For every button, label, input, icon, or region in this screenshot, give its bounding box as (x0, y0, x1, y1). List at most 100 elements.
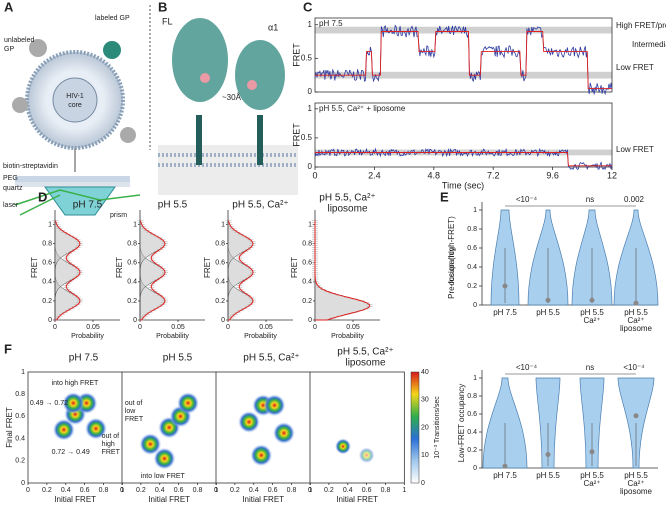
fit-envelope (228, 220, 254, 321)
x-tick-label: liposome (620, 324, 653, 333)
label: Intermediate FRET (632, 40, 666, 49)
y-tick-label: 0.6 (15, 413, 25, 420)
label: laser (3, 202, 19, 209)
heatmap-frame (27, 371, 123, 484)
density-blob (272, 422, 295, 445)
y-tick-label: 1 (473, 207, 477, 214)
panel-letter: B (158, 0, 167, 14)
plot-frame (314, 102, 613, 168)
density-blob (238, 410, 261, 433)
y-tick-label: 0.2 (127, 298, 137, 305)
label: labeled GP (95, 15, 130, 22)
y-tick-label: 0 (308, 87, 313, 96)
axis-title: FRET (30, 257, 39, 278)
y-tick-label: 1 (308, 221, 312, 228)
plot-title: pH 5.5, Ca²⁺ (337, 347, 393, 358)
axis-title: FRET (115, 257, 124, 278)
label: prism (110, 212, 127, 219)
x-tick-label: 0.2 (136, 487, 146, 494)
label: PEG (3, 175, 18, 182)
y-tick-label: 1 (308, 104, 313, 113)
y-tick-label: 0.5 (301, 133, 313, 142)
y-tick-label: 0.4 (215, 279, 225, 286)
label: FL (162, 16, 173, 26)
label: FRET (102, 449, 121, 456)
axis-title: FRET (203, 257, 212, 278)
x-tick-label: 1 (308, 487, 312, 494)
label: 0.72 → 0.49 (52, 449, 90, 456)
y-tick-label: 0.6 (302, 260, 312, 267)
label: biotin-streptavidin (3, 163, 58, 170)
x-tick-label: 1 (402, 487, 406, 494)
x-tick-label: 0 (120, 487, 124, 494)
density-blob (335, 438, 352, 455)
y-tick-label: 0.2 (42, 298, 52, 305)
density-blob (52, 418, 75, 441)
x-tick-label: 9.6 (546, 170, 559, 180)
x-tick-label: 0 (226, 324, 230, 331)
plot-title: pH 5.5, Ca²⁺ (319, 193, 375, 204)
y-tick-label: 1 (48, 221, 52, 228)
y-tick-label: 0.8 (127, 240, 137, 247)
y-tick-label: 0.4 (127, 279, 137, 286)
x-tick-label: 4.8 (428, 170, 441, 180)
x-tick-label: 0 (26, 487, 30, 494)
x-tick-label: 0.05 (86, 324, 100, 331)
fret-trace (314, 24, 613, 96)
label: out of (102, 433, 120, 440)
colorbar-tick-label: 10 (421, 452, 429, 459)
axis-title: Probability (331, 333, 364, 340)
x-tick-label: pH 7.5 (493, 308, 517, 317)
density-blob (62, 392, 85, 415)
y-tick-label: 0.8 (302, 240, 312, 247)
gaussian (314, 219, 370, 321)
axis-title: Initial FRET (148, 495, 190, 504)
axis-title: Time (sec) (442, 180, 484, 190)
x-tick-label: pH 5.5 (580, 471, 604, 480)
density-blob (139, 433, 162, 456)
p-value: ns (586, 195, 594, 204)
x-tick-label: 0.6 (174, 487, 184, 494)
y-tick-label: 0 (308, 317, 312, 324)
x-tick-label: pH 7.5 (493, 471, 517, 480)
virus-schematic (12, 39, 141, 216)
median-dot (502, 283, 508, 289)
y-tick-label: 0.8 (467, 393, 477, 400)
x-tick-label: 0.8 (99, 487, 109, 494)
panel-letter: F (4, 341, 12, 356)
x-tick-label: 0.4 (343, 487, 353, 494)
density-blob (177, 392, 200, 415)
label: high (102, 441, 115, 448)
y-tick-label: 0.6 (467, 411, 477, 418)
y-tick-label: 0.4 (15, 435, 25, 442)
plot-title: liposome (345, 358, 385, 369)
y-tick-label: 0.4 (467, 429, 477, 436)
x-tick-label: 0 (214, 487, 218, 494)
density-blob (250, 444, 273, 467)
x-tick-label: 12 (607, 170, 617, 180)
plot-title: pH 5.5 (163, 353, 193, 364)
x-tick-label: 0 (308, 487, 312, 494)
density-blob (358, 447, 375, 464)
colorbar-tick-label: 0 (421, 480, 425, 487)
median-dot (589, 449, 595, 455)
label: quartz (3, 185, 23, 192)
label: out of (125, 400, 143, 407)
x-tick-label: 0.2 (324, 487, 334, 494)
y-tick-label: 0.8 (15, 391, 25, 398)
median-dot (545, 297, 551, 303)
y-tick-label: 1 (221, 221, 225, 228)
y-tick-label: 0.4 (42, 279, 52, 286)
x-tick-label: Ca²⁺ (627, 316, 644, 325)
label: GP (4, 46, 14, 53)
x-tick-label: 0 (138, 324, 142, 331)
plot-title: pH 5.5 (158, 200, 188, 211)
panel-letter: A (4, 0, 14, 14)
x-tick-label: 0.05 (346, 324, 360, 331)
y-tick-label: 0.6 (127, 260, 137, 267)
x-tick-label: pH 5.5 (624, 308, 648, 317)
axis-title: occupancy (447, 247, 456, 285)
median-dot (633, 300, 639, 306)
label: FRET (125, 416, 144, 423)
label: α1 (268, 22, 278, 32)
